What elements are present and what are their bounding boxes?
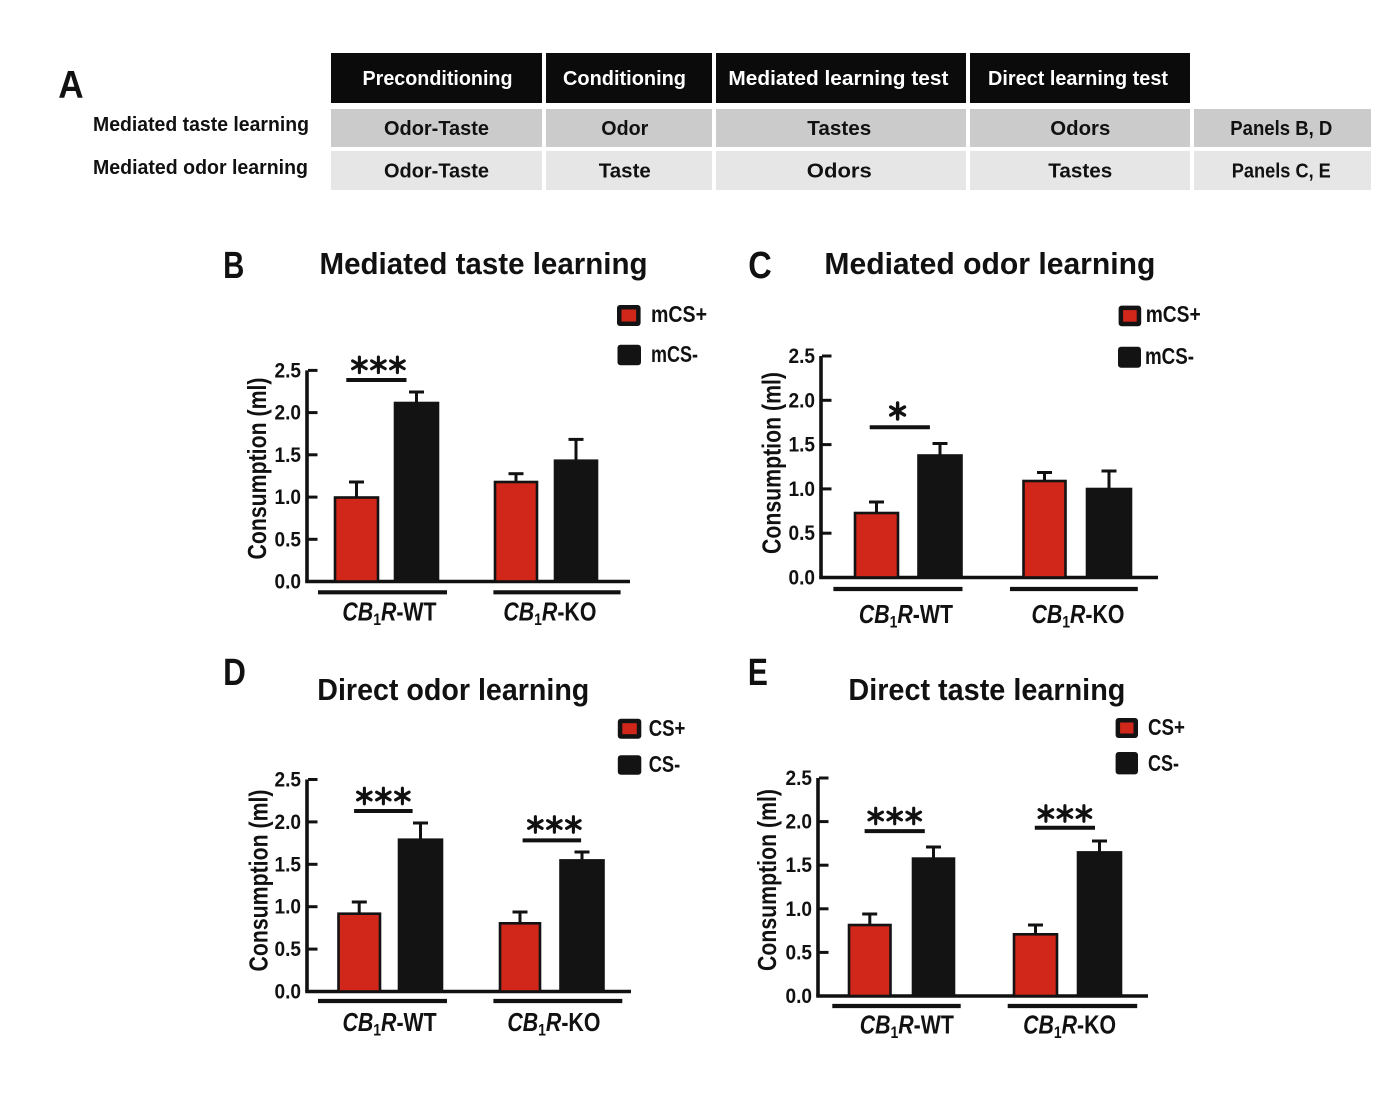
svg-text:CB1R-KO: CB1R-KO <box>507 1008 600 1040</box>
svg-text:0.5: 0.5 <box>275 937 302 961</box>
svg-text:0.5: 0.5 <box>786 940 813 964</box>
svg-text:Conditioning: Conditioning <box>563 68 686 90</box>
svg-text:Panels C, E: Panels C, E <box>1232 161 1331 183</box>
svg-text:C: C <box>748 245 772 287</box>
svg-text:2.0: 2.0 <box>275 810 302 834</box>
svg-text:2.5: 2.5 <box>789 344 816 368</box>
svg-text:mCS+: mCS+ <box>1146 301 1201 327</box>
svg-text:1.5: 1.5 <box>789 433 816 457</box>
svg-text:CS+: CS+ <box>1148 714 1185 740</box>
svg-text:mCS-: mCS- <box>651 341 698 367</box>
svg-text:1.5: 1.5 <box>275 443 302 467</box>
svg-text:B: B <box>223 245 244 287</box>
svg-text:Mediated odor learning: Mediated odor learning <box>824 246 1155 281</box>
svg-text:0.5: 0.5 <box>275 527 302 551</box>
svg-text:Mediated taste learning: Mediated taste learning <box>93 114 309 136</box>
svg-text:1.0: 1.0 <box>275 485 302 509</box>
svg-text:CS-: CS- <box>1148 750 1179 776</box>
svg-text:0.0: 0.0 <box>275 570 302 594</box>
svg-text:Odor: Odor <box>601 118 648 140</box>
svg-text:Mediated odor learning: Mediated odor learning <box>93 157 308 179</box>
svg-text:2.0: 2.0 <box>275 401 302 425</box>
svg-text:2.5: 2.5 <box>786 766 813 790</box>
svg-text:D: D <box>223 652 246 694</box>
svg-text:mCS-: mCS- <box>1145 343 1194 369</box>
svg-text:2.0: 2.0 <box>789 388 816 412</box>
svg-text:mCS+: mCS+ <box>651 301 707 327</box>
svg-text:Panels B, D: Panels B, D <box>1230 118 1332 140</box>
svg-text:Odors: Odors <box>807 161 872 183</box>
svg-text:Tastes: Tastes <box>807 118 871 140</box>
svg-text:CS-: CS- <box>649 751 681 777</box>
svg-text:2.5: 2.5 <box>275 358 302 382</box>
svg-text:CB1R-WT: CB1R-WT <box>859 600 954 632</box>
svg-text:Direct odor learning: Direct odor learning <box>317 672 589 707</box>
svg-text:Consumption (ml): Consumption (ml) <box>242 378 272 560</box>
svg-text:Odors: Odors <box>1050 118 1110 140</box>
svg-text:1.0: 1.0 <box>789 477 816 501</box>
svg-text:CS+: CS+ <box>649 715 686 741</box>
svg-text:0.5: 0.5 <box>789 521 816 545</box>
svg-text:2.0: 2.0 <box>786 810 813 834</box>
svg-text:Preconditioning: Preconditioning <box>363 68 513 90</box>
svg-text:0.0: 0.0 <box>789 566 816 590</box>
svg-text:1.0: 1.0 <box>275 895 302 919</box>
svg-text:Mediated learning test: Mediated learning test <box>728 68 948 90</box>
svg-text:E: E <box>748 652 768 694</box>
svg-text:0.0: 0.0 <box>275 980 302 1004</box>
svg-text:Direct learning test: Direct learning test <box>988 68 1168 90</box>
svg-text:CB1R-KO: CB1R-KO <box>1023 1011 1116 1043</box>
svg-text:CB1R-WT: CB1R-WT <box>860 1011 955 1043</box>
svg-text:A: A <box>58 64 83 107</box>
svg-text:0.0: 0.0 <box>786 984 813 1008</box>
svg-text:CB1R-KO: CB1R-KO <box>1031 600 1124 632</box>
svg-text:Odor-Taste: Odor-Taste <box>384 161 489 183</box>
svg-text:1.5: 1.5 <box>275 852 302 876</box>
svg-text:CB1R-WT: CB1R-WT <box>342 598 437 630</box>
svg-text:CB1R-WT: CB1R-WT <box>343 1008 438 1040</box>
svg-text:Taste: Taste <box>599 161 651 183</box>
svg-text:2.5: 2.5 <box>275 768 302 792</box>
svg-text:Consumption (ml): Consumption (ml) <box>757 372 787 554</box>
svg-text:Tastes: Tastes <box>1048 161 1112 183</box>
svg-text:Odor-Taste: Odor-Taste <box>384 118 489 140</box>
svg-text:Direct taste learning: Direct taste learning <box>848 672 1125 707</box>
svg-text:Consumption (ml): Consumption (ml) <box>752 789 782 971</box>
svg-text:1.0: 1.0 <box>786 897 813 921</box>
svg-text:CB1R-KO: CB1R-KO <box>503 598 596 630</box>
svg-text:Mediated taste learning: Mediated taste learning <box>320 246 648 281</box>
svg-text:1.5: 1.5 <box>786 853 813 877</box>
svg-text:Consumption (ml): Consumption (ml) <box>244 790 274 972</box>
